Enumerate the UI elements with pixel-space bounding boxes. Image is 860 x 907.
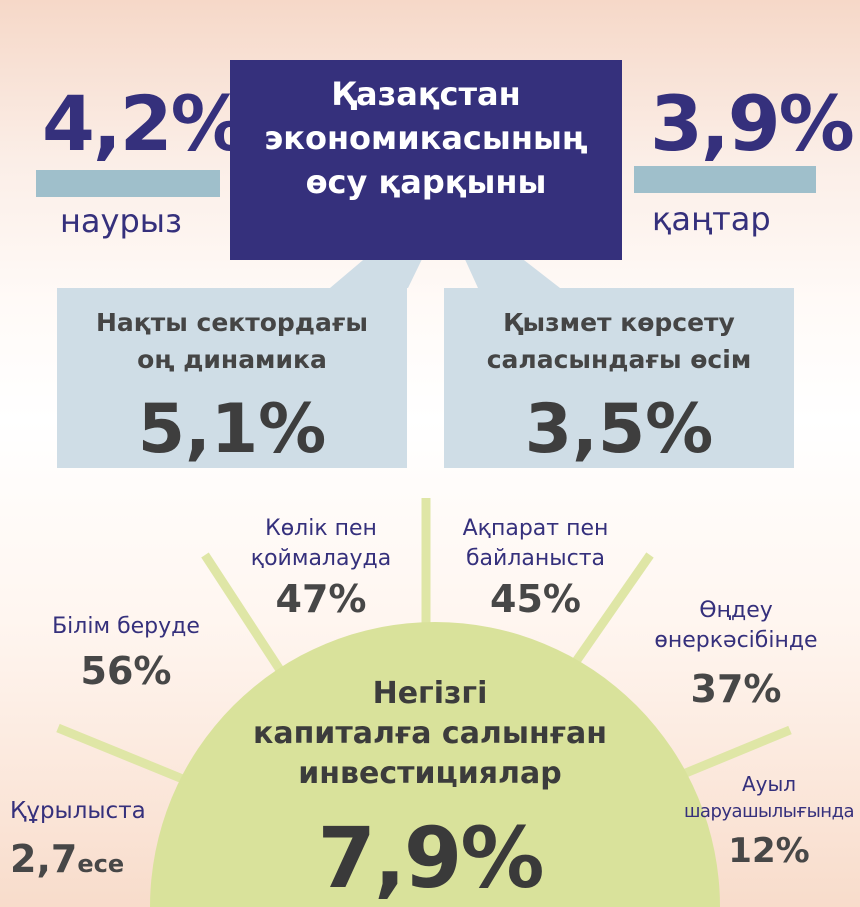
sector-value: 2,7: [10, 837, 78, 881]
ray-upper-right: [564, 552, 654, 676]
real-sector-box: Нақты сектордағы оң динамика 5,1%: [57, 288, 407, 468]
services-label: Қызмет көрсету: [503, 308, 735, 337]
sector-value: 47%: [275, 577, 367, 621]
sector-label: Көлік пен: [265, 516, 377, 541]
real-sector-label: оң динамика: [137, 345, 327, 374]
march-value: 4,2%: [42, 79, 247, 168]
investment-block: Негізгі капиталға салынған инвестициялар…: [200, 674, 660, 900]
sector-value: 12%: [728, 831, 810, 871]
title-line: өсу қарқыны: [305, 163, 547, 201]
january-value: 3,9%: [650, 79, 855, 168]
services-label: саласындағы өсім: [486, 345, 752, 374]
sector-value: 56%: [80, 649, 172, 693]
sector-label: Білім беруде: [52, 614, 200, 639]
sector-label: Құрылыста: [10, 798, 146, 824]
sector-label: қоймалауда: [250, 546, 392, 571]
january-label: қаңтар: [652, 200, 771, 238]
ray-upper-left: [201, 552, 286, 676]
investment-value: 7,9%: [317, 809, 545, 907]
sector-agriculture: Ауыл шаруашылығында 12%: [680, 770, 858, 868]
services-box: Қызмет көрсету саласындағы өсім 3,5%: [444, 288, 794, 468]
january-bar: [634, 166, 816, 193]
title-line: экономикасының: [264, 119, 588, 157]
title-line: Қазақстан: [331, 75, 521, 113]
investment-label: инвестициялар: [298, 756, 562, 791]
title-box: Қазақстан экономикасының өсу қарқыны: [230, 60, 622, 260]
sector-label: байланыста: [465, 546, 606, 571]
sector-value-suffix: есе: [77, 850, 125, 878]
sector-label: Өңдеу: [699, 598, 773, 623]
sun-semicircle: [150, 622, 720, 907]
sector-information: Ақпарат пен байланыста 45%: [448, 514, 623, 618]
march-bar: [36, 170, 220, 197]
sector-label: өнеркәсібінде: [654, 628, 818, 653]
real-sector-label: Нақты сектордағы: [95, 308, 369, 337]
sector-label: Ауыл: [741, 772, 797, 796]
sector-value: 45%: [490, 577, 581, 621]
sector-label: Ақпарат пен: [462, 516, 609, 541]
sector-transport: Көлік пен қоймалауда 47%: [236, 514, 406, 618]
real-sector-value: 5,1%: [137, 390, 327, 469]
march-label: наурыз: [60, 202, 183, 240]
sector-manufacturing: Өңдеу өнеркәсібінде 37%: [636, 596, 836, 708]
sector-label: шаруашылығында: [683, 801, 855, 822]
sector-value: 37%: [690, 667, 782, 711]
investment-label: Негізгі: [372, 676, 488, 711]
ray-lower-left: [56, 723, 192, 787]
investment-label: капиталға салынған: [252, 716, 608, 751]
sector-education: Білім беруде 56%: [36, 612, 216, 690]
services-value: 3,5%: [524, 390, 714, 469]
sector-construction: Құрылыста 2,7есе: [10, 796, 170, 878]
construction-value-row: 2,7есе: [10, 840, 170, 878]
